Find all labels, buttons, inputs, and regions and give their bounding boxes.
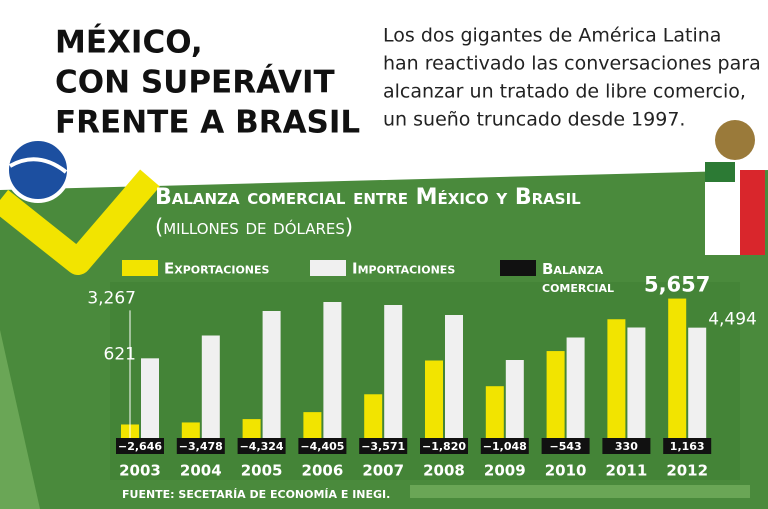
x-tick-label: 2004 bbox=[180, 462, 222, 480]
bar bbox=[181, 422, 200, 440]
balance-label: −4,405 bbox=[300, 440, 344, 453]
legend-swatch bbox=[122, 260, 158, 276]
bar bbox=[566, 337, 585, 440]
value-label: 3,267 bbox=[87, 288, 136, 308]
mexico-flag-green bbox=[705, 162, 735, 182]
x-tick-label: 2009 bbox=[484, 462, 526, 480]
value-label: 621 bbox=[104, 344, 136, 364]
balance-label: −1,048 bbox=[483, 440, 527, 453]
balance-label: 330 bbox=[615, 440, 638, 453]
balance-box bbox=[298, 438, 347, 454]
balance-box bbox=[541, 438, 590, 454]
x-tick-label: 2005 bbox=[241, 462, 283, 480]
x-tick-label: 2006 bbox=[302, 462, 344, 480]
balance-label: 1,163 bbox=[670, 440, 705, 453]
balance-label: −3,571 bbox=[361, 440, 405, 453]
balance-box bbox=[480, 438, 529, 454]
x-tick-label: 2007 bbox=[362, 462, 404, 480]
brazil-emblem bbox=[5, 137, 71, 203]
bar bbox=[323, 302, 342, 440]
headline: CON SUPERÁVIT bbox=[55, 65, 335, 101]
balance-label: −543 bbox=[550, 440, 582, 453]
intro: un sueño truncado desde 1997. bbox=[383, 109, 685, 131]
headline: MÉXICO, bbox=[55, 25, 203, 61]
balance-box bbox=[663, 438, 712, 454]
balance-box bbox=[237, 438, 286, 454]
value-label: 5,657 bbox=[644, 273, 710, 297]
x-tick-label: 2003 bbox=[119, 462, 161, 480]
legend-label: Balanza comercial bbox=[542, 260, 614, 296]
value-label: 4,494 bbox=[708, 310, 757, 330]
bar bbox=[425, 360, 443, 440]
yellow-swoosh bbox=[0, 169, 160, 275]
source-strip bbox=[410, 485, 750, 498]
x-tick-label: 2012 bbox=[666, 462, 708, 480]
intro: alcanzar un tratado de libre comercio, bbox=[383, 81, 746, 103]
mexico-emblem bbox=[715, 120, 755, 160]
legend-label: Importaciones bbox=[352, 260, 455, 278]
balance-box bbox=[359, 438, 408, 454]
bar bbox=[303, 412, 322, 440]
bar bbox=[607, 319, 626, 440]
bar bbox=[505, 360, 524, 440]
bar bbox=[364, 394, 383, 440]
bar bbox=[201, 335, 220, 440]
mexico-flag-red bbox=[740, 170, 765, 255]
balance-box bbox=[116, 438, 164, 454]
balance-label: −3,478 bbox=[179, 440, 223, 453]
bar bbox=[668, 298, 687, 440]
bar bbox=[688, 327, 707, 440]
bar bbox=[485, 386, 504, 440]
intro: han reactivado las conversaciones para bbox=[383, 53, 761, 75]
balance-box bbox=[176, 438, 225, 454]
balance-box bbox=[420, 438, 468, 454]
source: FUENTE: SECETARÍA DE ECONOMÍA E INEGI. bbox=[122, 488, 390, 501]
bar bbox=[627, 327, 646, 440]
bar bbox=[384, 305, 403, 440]
chart-title: Balanza comercial entre México y Brasil bbox=[155, 185, 581, 210]
legend-swatch bbox=[310, 260, 346, 276]
balance-label: −4,324 bbox=[240, 440, 284, 453]
chart-subtitle: (millones de dólares) bbox=[155, 215, 353, 239]
intro: Los dos gigantes de América Latina bbox=[383, 25, 721, 47]
legend-swatch bbox=[500, 260, 536, 276]
balance-label: −1,820 bbox=[422, 440, 466, 453]
bar bbox=[262, 311, 281, 440]
balance-box bbox=[602, 438, 651, 454]
x-tick-label: 2010 bbox=[545, 462, 587, 480]
x-tick-label: 2008 bbox=[423, 462, 465, 480]
bar bbox=[445, 315, 463, 440]
decor-shape bbox=[0, 330, 40, 509]
brazil-band bbox=[9, 157, 68, 174]
bar bbox=[141, 358, 159, 440]
headline: FRENTE A BRASIL bbox=[55, 105, 360, 141]
legend-label: Exportaciones bbox=[164, 260, 270, 278]
balance-label: −2,646 bbox=[118, 440, 162, 453]
bar bbox=[242, 419, 261, 440]
x-tick-label: 2011 bbox=[606, 462, 648, 480]
bar bbox=[546, 351, 565, 440]
